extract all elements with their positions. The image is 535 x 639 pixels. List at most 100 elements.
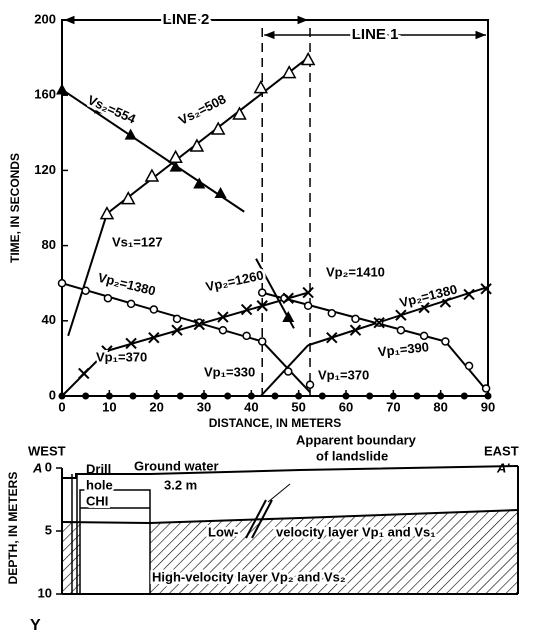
figure-mark: Y <box>30 617 41 634</box>
x-tick-label: 10 <box>102 399 116 414</box>
circle-marker <box>218 325 228 335</box>
fit-line <box>106 291 309 352</box>
y-tick-label: 120 <box>34 162 56 177</box>
landslide-boundary <box>245 499 267 539</box>
station-marker <box>366 392 374 400</box>
triangle-marker <box>193 177 206 189</box>
circle-marker <box>303 301 313 311</box>
station-marker <box>318 392 326 400</box>
triangle-marker <box>189 138 205 152</box>
circle-marker <box>305 380 315 389</box>
station-marker <box>176 392 184 400</box>
y-tick-label: 160 <box>34 87 56 102</box>
circle-marker <box>257 337 267 346</box>
boundary-label: of landslide <box>316 448 388 463</box>
fit-line <box>106 56 309 215</box>
circle-marker <box>57 278 67 288</box>
fit-line <box>67 213 108 337</box>
velocity-annotation: Vs₁=127 <box>112 234 163 249</box>
circle-marker <box>351 314 360 324</box>
x-tick-label: 40 <box>244 399 258 414</box>
x-marker <box>256 300 268 312</box>
velocity-annotation: Vs₂=508 <box>176 91 228 128</box>
ground-surface <box>62 465 519 479</box>
triangle-marker <box>281 65 297 79</box>
y-tick-label: 0 <box>49 387 56 402</box>
velocity-annotation: Vp₁=390 <box>377 339 430 359</box>
station-marker <box>82 392 90 400</box>
x-tick-label: 20 <box>149 399 163 414</box>
x-marker <box>373 316 385 329</box>
line-label: LINE 1 <box>352 26 399 43</box>
triangle-marker <box>253 80 269 94</box>
depth-tick-label: 0 <box>45 459 52 474</box>
station-marker <box>413 392 421 400</box>
fit-line <box>307 286 489 347</box>
triangle-marker <box>282 311 295 323</box>
x-marker <box>148 332 160 344</box>
x-tick-label: 70 <box>386 399 400 414</box>
triangle-marker <box>232 106 247 120</box>
circle-marker <box>149 305 159 314</box>
plot-area: 0 40 80 120 160 200 0 10 20 30 40 50 60 70 80 90 LINE 2 L… <box>34 8 495 414</box>
triangle-marker <box>121 191 136 205</box>
velocity-annotation: Vp₁=370 <box>318 367 369 382</box>
triangle-marker <box>99 206 115 220</box>
circle-marker <box>242 331 251 341</box>
circle-marker <box>172 314 182 324</box>
drill-hole-label: hole <box>86 477 113 492</box>
circle-marker <box>257 288 267 297</box>
x-marker <box>78 367 90 380</box>
velocity-annotation: Vp₂=1260 <box>204 267 265 294</box>
station-marker <box>200 392 208 400</box>
low-layer-label: velocity layer Vp₁ and Vs₁ <box>276 524 436 539</box>
x-marker <box>240 303 253 316</box>
x-tick-label: 0 <box>58 399 65 414</box>
station-marker <box>437 392 445 400</box>
x-marker <box>439 296 452 308</box>
station-marker <box>484 392 492 400</box>
circle-marker <box>419 331 429 341</box>
y-tick-label: 200 <box>34 11 56 26</box>
velocity-annotation: Vp₂=1380 <box>96 270 157 299</box>
x-marker <box>282 292 294 304</box>
east-mark: A' <box>496 460 510 475</box>
y-axis-label: TIME, IN SECONDS <box>8 153 22 263</box>
x-marker <box>349 324 362 336</box>
velocity-annotation: Vp₁=370 <box>96 349 147 364</box>
triangle-marker <box>124 128 137 140</box>
triangle-marker <box>93 102 106 114</box>
triangle-marker <box>210 121 226 135</box>
low-layer-label: Low- <box>208 524 238 539</box>
x-marker <box>326 332 338 344</box>
y-tick-label: 40 <box>42 312 56 327</box>
station-marker <box>342 392 350 400</box>
x-axis-label: DISTANCE, IN METERS <box>209 416 341 430</box>
velocity-annotation: Vp₂=1410 <box>326 264 385 279</box>
line-label: LINE 2 <box>163 11 210 28</box>
triangle-marker <box>214 186 227 198</box>
x-marker <box>463 288 475 301</box>
circle-marker <box>464 361 474 371</box>
boundary-label: Apparent boundary <box>296 432 417 447</box>
fit-line <box>61 88 245 213</box>
triangle-marker <box>168 149 183 163</box>
fit-line <box>261 340 311 393</box>
x-marker <box>217 311 229 323</box>
high-velocity-layer <box>62 510 518 594</box>
ground-water-label: Ground water <box>134 458 219 473</box>
section-axis: 0 5 10 <box>38 459 62 600</box>
depth-tick-label: 10 <box>38 585 52 600</box>
x-marker <box>302 286 314 299</box>
circle-marker <box>284 367 293 376</box>
triangle-marker <box>144 168 160 182</box>
x-tick-label: 30 <box>197 399 211 414</box>
east-label: EAST <box>484 443 519 458</box>
x-marker <box>480 283 492 295</box>
drill-hole-label: CHI <box>86 493 108 508</box>
triangle-marker <box>56 83 68 95</box>
station-marker <box>295 392 303 400</box>
circle-marker <box>103 293 113 303</box>
x-marker <box>193 318 205 331</box>
y-tick-label: 80 <box>42 237 56 252</box>
